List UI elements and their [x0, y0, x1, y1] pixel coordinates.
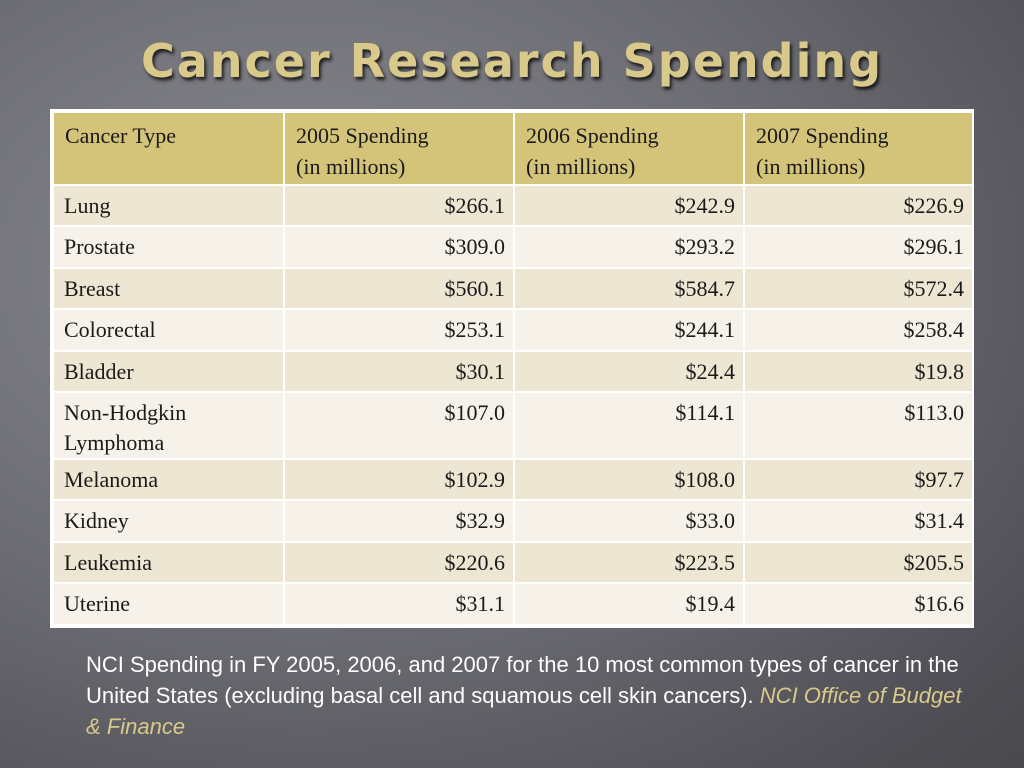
cell-spending-2007: $19.8: [743, 349, 974, 393]
cell-spending-2006: $242.9: [513, 183, 745, 228]
cell-cancer-type: Prostate: [52, 225, 285, 269]
cell-cancer-type: Breast: [52, 266, 285, 311]
header-cancer-type: Cancer Type: [52, 111, 285, 186]
table-row: Melanoma $102.9 $108.0 $97.7: [52, 457, 974, 502]
cell-spending-2006: $24.4: [513, 349, 745, 393]
table-row: Prostate $309.0 $293.2 $296.1: [52, 225, 974, 269]
cell-spending-2005: $31.1: [283, 582, 515, 626]
cell-spending-2005: $102.9: [283, 457, 515, 502]
cell-cancer-type: Non-Hodgkin Lymphoma: [52, 390, 285, 460]
cell-cancer-type: Bladder: [52, 349, 285, 393]
table-row: Non-Hodgkin Lymphoma $107.0 $114.1 $113.0: [52, 390, 974, 460]
spending-table: Cancer Type 2005 Spending (in millions) 2…: [52, 111, 974, 626]
cell-spending-2005: $220.6: [283, 540, 515, 585]
cell-spending-2007: $572.4: [743, 266, 974, 311]
cell-spending-2007: $205.5: [743, 540, 974, 585]
table-row: Kidney $32.9 $33.0 $31.4: [52, 499, 974, 543]
cell-spending-2007: $97.7: [743, 457, 974, 502]
cell-spending-2007: $113.0: [743, 390, 974, 460]
cell-spending-2005: $560.1: [283, 266, 515, 311]
cell-spending-2007: $296.1: [743, 225, 974, 269]
cell-cancer-type: Lung: [52, 183, 285, 228]
slide-title: Cancer Research Spending: [140, 34, 884, 88]
cell-spending-2007: $258.4: [743, 308, 974, 352]
table-row: Colorectal $253.1 $244.1 $258.4: [52, 308, 974, 352]
header-2005-spending: 2005 Spending (in millions): [283, 111, 515, 186]
cell-cancer-type: Colorectal: [52, 308, 285, 352]
cell-spending-2005: $32.9: [283, 499, 515, 543]
header-2007-spending: 2007 Spending (in millions): [743, 111, 974, 186]
cell-spending-2005: $30.1: [283, 349, 515, 393]
slide-caption: NCI Spending in FY 2005, 2006, and 2007 …: [86, 649, 966, 742]
cell-spending-2005: $107.0: [283, 390, 515, 460]
cell-cancer-type: Uterine: [52, 582, 285, 626]
cell-cancer-type: Melanoma: [52, 457, 285, 502]
cell-spending-2006: $584.7: [513, 266, 745, 311]
caption-text: NCI Spending in FY 2005, 2006, and 2007 …: [86, 652, 959, 708]
table-row: Uterine $31.1 $19.4 $16.6: [52, 582, 974, 626]
spending-table-container: Cancer Type 2005 Spending (in millions) 2…: [50, 109, 974, 628]
cell-spending-2006: $33.0: [513, 499, 745, 543]
table-header-row: Cancer Type 2005 Spending (in millions) 2…: [52, 111, 974, 186]
cell-spending-2005: $309.0: [283, 225, 515, 269]
cell-spending-2007: $31.4: [743, 499, 974, 543]
caption-source: NCI Office of Budget & Finance: [86, 683, 962, 739]
cell-spending-2006: $19.4: [513, 582, 745, 626]
cell-spending-2007: $16.6: [743, 582, 974, 626]
cell-spending-2005: $253.1: [283, 308, 515, 352]
cell-spending-2006: $223.5: [513, 540, 745, 585]
cell-spending-2006: $293.2: [513, 225, 745, 269]
cell-cancer-type: Kidney: [52, 499, 285, 543]
cell-spending-2005: $266.1: [283, 183, 515, 228]
table-row: Lung $266.1 $242.9 $226.9: [52, 183, 974, 228]
table-body: Lung $266.1 $242.9 $226.9 Prostate $309.0 $293…: [52, 183, 974, 626]
cell-spending-2006: $244.1: [513, 308, 745, 352]
cell-spending-2006: $108.0: [513, 457, 745, 502]
header-2006-spending: 2006 Spending (in millions): [513, 111, 745, 186]
cell-spending-2006: $114.1: [513, 390, 745, 460]
cell-cancer-type: Leukemia: [52, 540, 285, 585]
cell-spending-2007: $226.9: [743, 183, 974, 228]
table-row: Bladder $30.1 $24.4 $19.8: [52, 349, 974, 393]
table-row: Breast $560.1 $584.7 $572.4: [52, 266, 974, 311]
table-row: Leukemia $220.6 $223.5 $205.5: [52, 540, 974, 585]
